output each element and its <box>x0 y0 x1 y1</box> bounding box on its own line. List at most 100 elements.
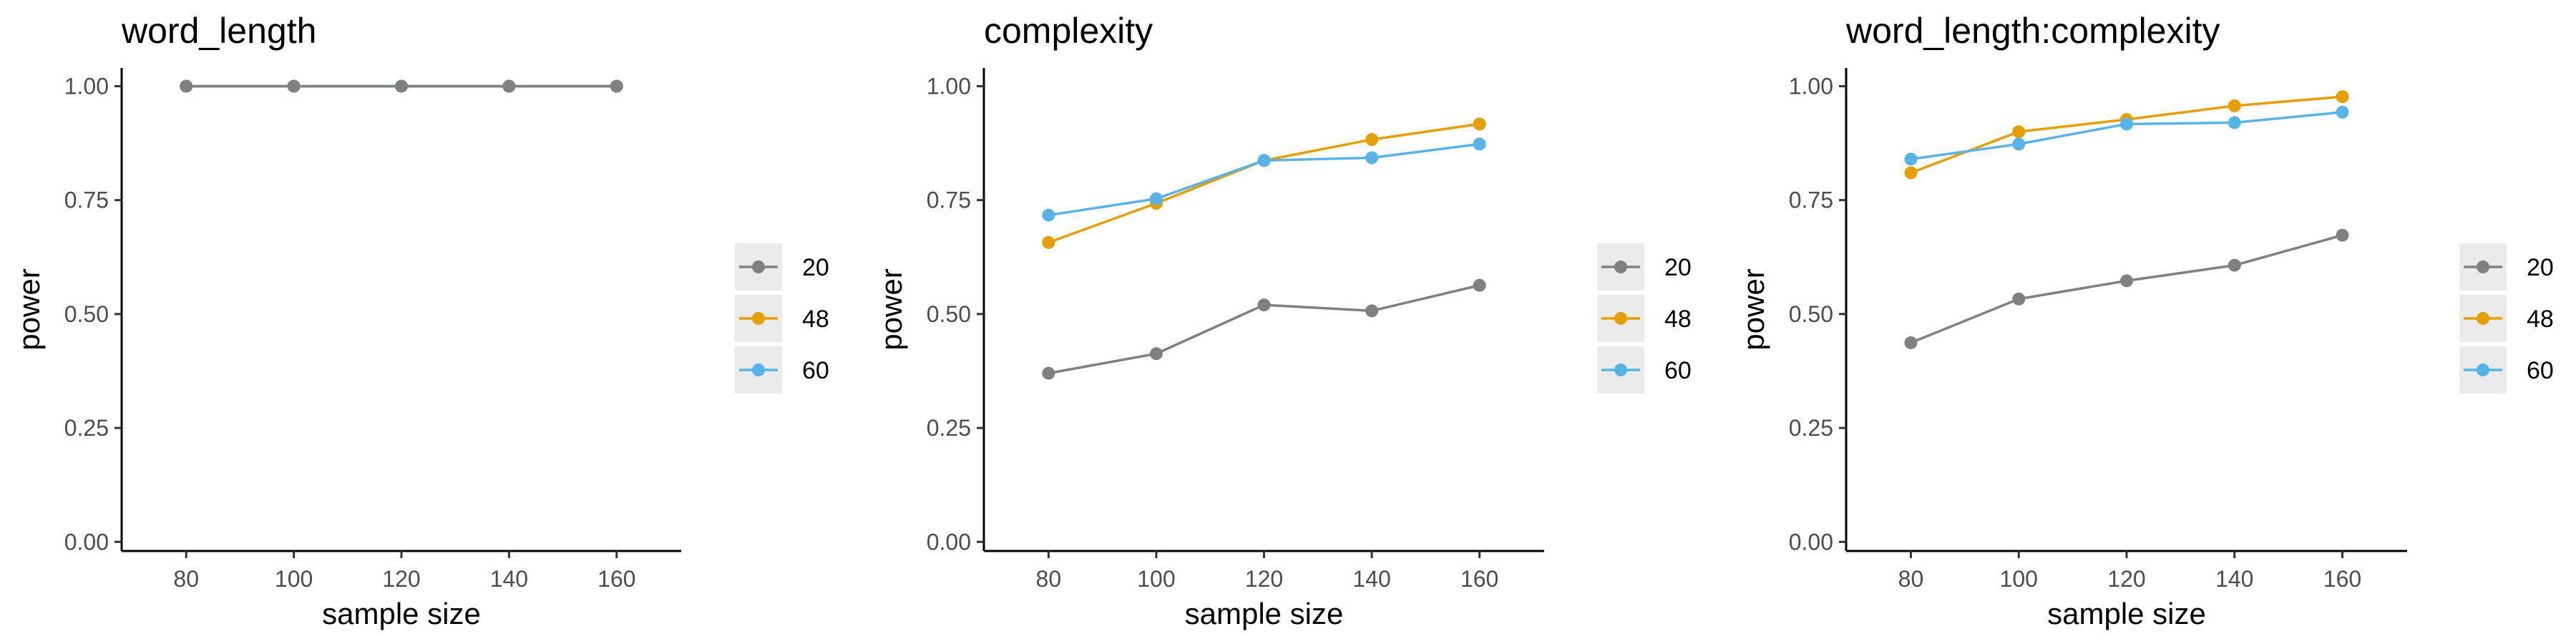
x-axis-title: sample size <box>2047 597 2206 630</box>
data-point-20 <box>180 79 193 93</box>
data-point-20 <box>2012 292 2026 306</box>
x-tick-label: 80 <box>173 566 199 592</box>
data-point-60 <box>1042 208 1055 222</box>
panel-1: word_length 0.00 0.25 0.50 0.75 1.00 80 100 120 1… <box>12 11 829 630</box>
legend-key-point <box>2477 260 2489 273</box>
legend-key-point <box>1614 312 1627 325</box>
data-point-20 <box>502 79 516 93</box>
x-tick-label: 100 <box>1137 566 1175 592</box>
legend-key-point <box>1614 260 1627 273</box>
legend-key-point <box>752 312 765 325</box>
legend-label: 48 <box>802 306 829 333</box>
legend-label: 60 <box>1664 357 1692 384</box>
data-point-48 <box>1473 117 1486 131</box>
y-axis-title: power <box>1737 268 1770 350</box>
y-axis-title: power <box>12 268 46 350</box>
legend-label: 20 <box>2527 254 2554 281</box>
y-tick-label: 0.75 <box>1789 187 1833 213</box>
legend-label: 60 <box>2527 357 2554 384</box>
legend: 20 48 60 <box>1597 243 1692 394</box>
data-point-60 <box>1257 154 1271 167</box>
y-tick-label: 0.25 <box>64 415 109 441</box>
x-axis-title: sample size <box>1185 597 1344 630</box>
y-tick-label: 0.00 <box>1789 529 1833 555</box>
data-point-48 <box>1904 166 1918 180</box>
y-tick-label: 0.25 <box>1789 415 1833 441</box>
data-point-48 <box>2336 90 2349 104</box>
x-tick-label: 140 <box>2215 566 2253 592</box>
x-tick-label: 160 <box>597 566 635 592</box>
x-tick-label: 100 <box>2000 566 2038 592</box>
x-tick-label: 140 <box>490 566 528 592</box>
y-tick-label: 0.50 <box>927 301 971 327</box>
panel-3: word_length:complexity 0.00 0.25 0.50 0.75 1.… <box>1737 11 2554 630</box>
panel-title: complexity <box>984 11 1153 51</box>
data-point-20 <box>1042 366 1055 380</box>
data-point-60 <box>2012 137 2026 151</box>
x-tick-label: 100 <box>275 566 313 592</box>
x-tick-label: 120 <box>382 566 420 592</box>
data-point-20 <box>1257 298 1271 312</box>
data-point-20 <box>2336 228 2349 242</box>
data-point-60 <box>2120 117 2133 131</box>
x-tick-label: 120 <box>1245 566 1283 592</box>
data-point-20 <box>1473 278 1486 292</box>
data-point-60 <box>2228 116 2241 130</box>
legend-key-point <box>1614 364 1627 376</box>
data-point-60 <box>1473 137 1486 151</box>
plot-area <box>180 79 623 93</box>
legend-label: 60 <box>802 357 829 384</box>
data-point-48 <box>2012 125 2026 139</box>
x-tick-label: 80 <box>1036 566 1062 592</box>
y-tick-label: 0.25 <box>927 415 971 441</box>
data-point-60 <box>2336 105 2349 119</box>
x-tick-label: 140 <box>1352 566 1390 592</box>
data-point-60 <box>1904 152 1918 166</box>
data-point-20 <box>2228 258 2241 272</box>
legend-label: 48 <box>2527 306 2554 333</box>
x-axis-title: sample size <box>322 597 481 630</box>
y-tick-label: 1.00 <box>1789 73 1833 99</box>
y-tick-label: 0.50 <box>64 301 109 327</box>
data-point-20 <box>287 79 301 93</box>
y-tick-label: 1.00 <box>927 73 971 99</box>
panel-title: word_length <box>121 11 316 51</box>
legend-key-point <box>752 364 765 376</box>
y-tick-label: 0.75 <box>927 187 971 213</box>
data-point-48 <box>1365 132 1379 146</box>
y-tick-label: 1.00 <box>64 73 109 99</box>
data-point-60 <box>1365 151 1379 165</box>
series-line-48 <box>1048 122 1480 244</box>
legend-label: 20 <box>1664 254 1692 281</box>
y-tick-label: 0.00 <box>64 529 109 555</box>
x-tick-label: 80 <box>1898 566 1924 592</box>
y-axis-title: power <box>874 268 908 350</box>
data-point-20 <box>1149 347 1163 361</box>
x-tick-label: 160 <box>1460 566 1498 592</box>
y-tick-label: 0.75 <box>64 187 109 213</box>
data-point-20 <box>395 79 408 93</box>
legend-key-point <box>752 260 765 273</box>
x-tick-label: 120 <box>2107 566 2145 592</box>
legend-key-point <box>2477 364 2489 376</box>
legend-key-point <box>2477 312 2489 325</box>
series-line-48 <box>1910 95 2343 175</box>
panel-2: complexity 0.00 0.25 0.50 0.75 1.00 80 100 120 14… <box>874 11 1692 630</box>
data-point-20 <box>1365 304 1379 318</box>
plot-area <box>1904 90 2349 349</box>
legend-label: 20 <box>802 254 829 281</box>
y-tick-label: 0.00 <box>927 529 971 555</box>
data-point-48 <box>1042 235 1055 249</box>
x-tick-label: 160 <box>2323 566 2361 592</box>
data-point-60 <box>1149 192 1163 205</box>
legend-label: 48 <box>1664 306 1692 333</box>
panel-title: word_length:complexity <box>1845 11 2220 51</box>
data-point-20 <box>2120 274 2133 288</box>
y-tick-label: 0.50 <box>1789 301 1833 327</box>
legend: 20 48 60 <box>2459 243 2554 394</box>
data-point-48 <box>2228 99 2241 112</box>
series-line-20 <box>1910 234 2343 344</box>
plot-area <box>1042 117 1486 380</box>
data-point-20 <box>1904 336 1918 349</box>
